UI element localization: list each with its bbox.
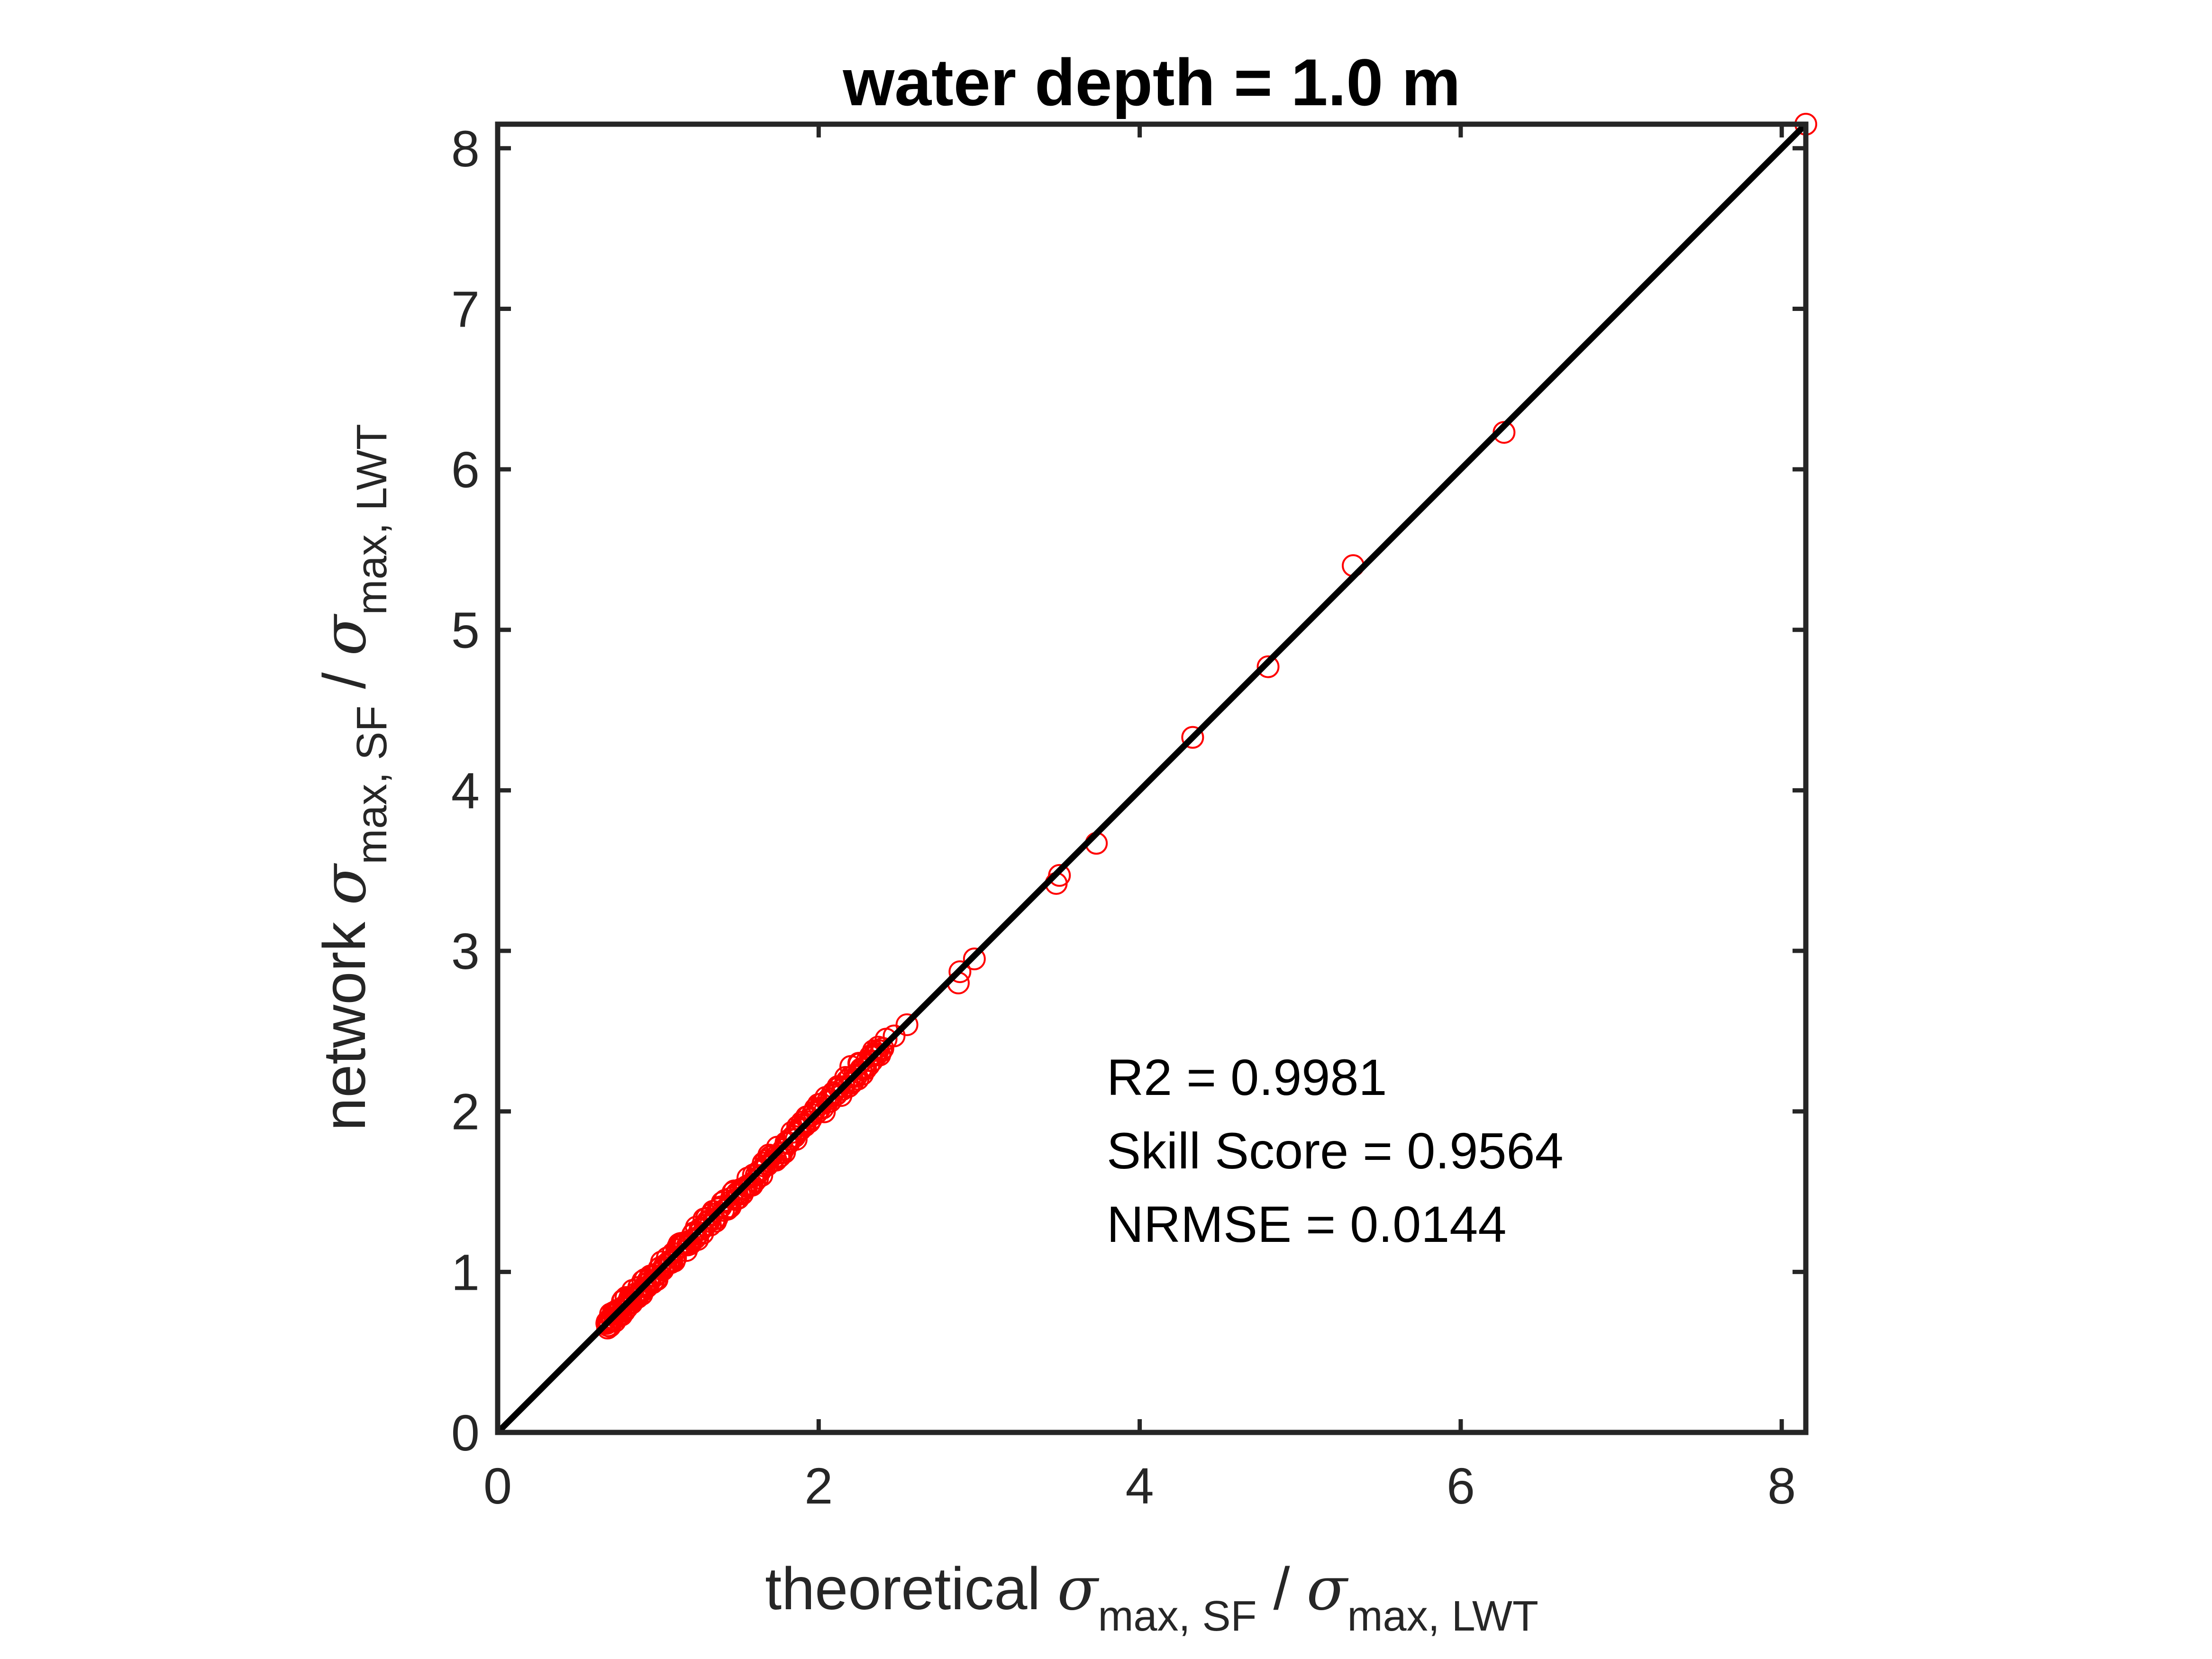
- y-tick-label-6: 6: [451, 441, 480, 498]
- data-point-231: [895, 1013, 919, 1036]
- y-tick-label-3: 3: [451, 922, 480, 980]
- axis-ticks: 0 2 4 6 8 0 1 2 3 4 5 6 7 8: [451, 120, 1806, 1514]
- y-label-sigma: σ: [309, 863, 379, 905]
- x-tick-label-3: 6: [1447, 1457, 1475, 1514]
- plot-frame: [495, 121, 1809, 1435]
- x-tick-label-2: 4: [1126, 1457, 1154, 1514]
- x-label-prefix: theoretical: [765, 1555, 1057, 1622]
- data-point-224: [1181, 726, 1204, 749]
- x-axis-label: theoretical σmax, SF / σmax, LWT: [765, 1554, 1538, 1640]
- y-tick-label-8: 8: [451, 120, 480, 177]
- data-point-223: [1256, 655, 1280, 678]
- data-point-236: [852, 1057, 875, 1080]
- data-point-233: [874, 1028, 898, 1051]
- x-label-slash: /: [1257, 1555, 1307, 1622]
- y-tick-label-2: 2: [451, 1083, 480, 1140]
- y-label-sub1: max, SF: [348, 706, 396, 865]
- identity-line: [495, 122, 1808, 1435]
- y-label-sub2: max, LWT: [348, 424, 396, 615]
- stat-r2: R2 = 0.9981: [1107, 1048, 1387, 1106]
- x-label-sub2: max, LWT: [1347, 1593, 1538, 1640]
- x-tick-label-1: 2: [804, 1457, 833, 1514]
- x-label-sub1: max, SF: [1098, 1593, 1256, 1640]
- data-point-234: [866, 1039, 890, 1062]
- y-axis-label: network σmax, SF / σmax, LWT: [309, 424, 396, 1131]
- x-tick-label-0: 0: [483, 1457, 512, 1514]
- y-tick-label-4: 4: [451, 762, 480, 819]
- x-tick-label-4: 8: [1767, 1457, 1796, 1514]
- y-tick-label-1: 1: [451, 1243, 480, 1301]
- stat-nrmse: NRMSE = 0.0144: [1107, 1195, 1506, 1253]
- data-point-235: [860, 1044, 883, 1067]
- stat-skill-score: Skill Score = 0.9564: [1107, 1122, 1564, 1179]
- y-tick-label-7: 7: [451, 280, 480, 337]
- y-tick-label-5: 5: [451, 602, 480, 659]
- y-label-slash: /: [311, 656, 378, 706]
- x-label-sigma-2: σ: [1307, 1554, 1349, 1623]
- y-tick-label-0: 0: [451, 1404, 480, 1461]
- x-label-sigma: σ: [1057, 1554, 1099, 1623]
- chart-title: water depth = 1.0 m: [842, 45, 1460, 119]
- data-point-228: [963, 947, 986, 970]
- data-point-229: [948, 960, 972, 984]
- y-label-sigma-2: σ: [309, 614, 379, 656]
- y-label-prefix: network: [311, 905, 378, 1131]
- y-axis-label-group: network σmax, SF / σmax, LWT: [309, 424, 396, 1131]
- data-point-162: [784, 1128, 808, 1151]
